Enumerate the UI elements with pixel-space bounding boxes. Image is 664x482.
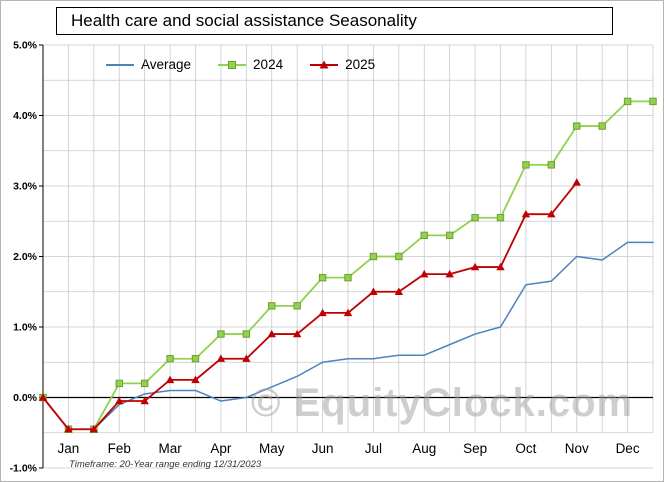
svg-text:Oct: Oct [515, 441, 536, 456]
legend-label-2025: 2025 [345, 57, 376, 72]
svg-text:1.0%: 1.0% [13, 322, 38, 334]
legend-marker-average-icon [106, 63, 134, 66]
svg-text:Mar: Mar [158, 441, 182, 456]
svg-text:Jul: Jul [365, 441, 382, 456]
legend-item-2024: 2024 [217, 57, 283, 72]
svg-text:4.0%: 4.0% [13, 110, 38, 122]
svg-text:2.0%: 2.0% [13, 251, 38, 263]
legend-label-average: Average [141, 57, 192, 72]
svg-text:-1.0%: -1.0% [10, 463, 38, 475]
svg-text:5.0%: 5.0% [13, 40, 38, 52]
legend-label-2024: 2024 [253, 57, 284, 72]
svg-text:Apr: Apr [210, 441, 232, 456]
legend: Average 2024 2025 [105, 57, 375, 72]
svg-text:Feb: Feb [108, 441, 131, 456]
chart-title: Health care and social assistance Season… [56, 7, 613, 35]
legend-item-average: Average [105, 57, 191, 72]
svg-text:Dec: Dec [616, 441, 640, 456]
svg-text:Jun: Jun [312, 441, 334, 456]
timeframe-note: Timeframe: 20-Year range ending 12/31/20… [69, 459, 262, 470]
svg-text:3.0%: 3.0% [13, 181, 38, 193]
svg-text:Aug: Aug [412, 441, 436, 456]
svg-text:Sep: Sep [463, 441, 487, 456]
legend-item-2025: 2025 [309, 57, 375, 72]
svg-text:Jan: Jan [58, 441, 80, 456]
svg-text:May: May [259, 441, 285, 456]
svg-text:Nov: Nov [565, 441, 589, 456]
svg-text:0.0%: 0.0% [13, 392, 38, 404]
legend-marker-2025-icon [310, 60, 339, 68]
legend-marker-2024-icon [218, 60, 247, 69]
